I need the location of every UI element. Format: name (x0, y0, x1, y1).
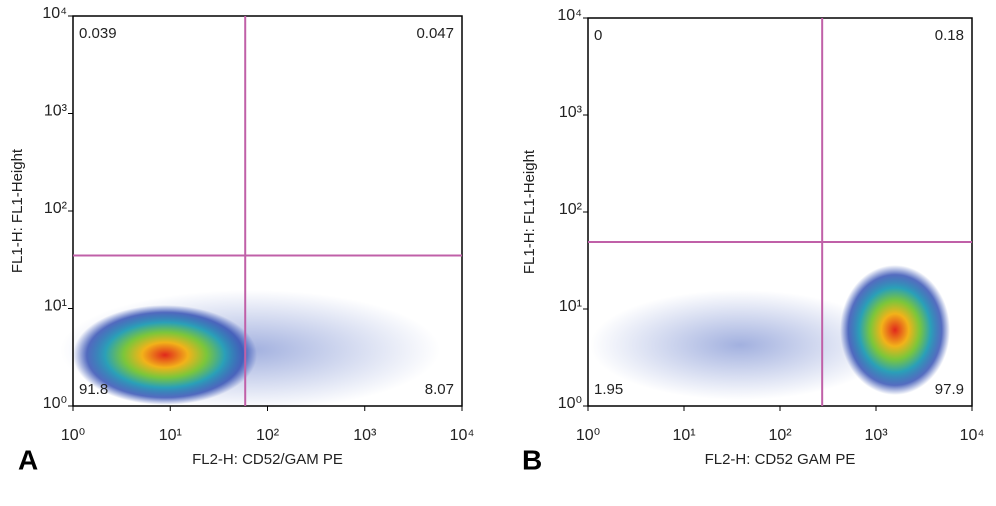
quadrant-percent: 91.8 (79, 381, 108, 398)
y-tick-label: 10² (559, 201, 583, 218)
quadrant-percent: 1.95 (594, 381, 623, 398)
y-tick-label: 10⁰ (558, 395, 582, 412)
event-density (60, 265, 950, 410)
y-tick-label: 10² (44, 200, 68, 217)
y-tick-label: 10⁴ (42, 5, 67, 22)
quadrant-percent: 0.18 (935, 27, 964, 44)
x-tick-label: 10¹ (159, 427, 182, 444)
x-tick-label: 10³ (353, 427, 377, 444)
quadrant-percent: 8.07 (425, 381, 454, 398)
x-tick-label: 10² (256, 427, 280, 444)
y-axis-label: FL1-H: FL1-Height (521, 149, 538, 274)
y-tick-label: 10³ (44, 103, 68, 120)
quadrant-percent: 0.047 (416, 25, 454, 42)
y-tick-label: 10³ (559, 104, 583, 121)
x-axis-label: FL2-H: CD52 GAM PE (705, 451, 856, 468)
x-tick-label: 10⁴ (960, 427, 985, 444)
y-tick-label: 10¹ (559, 298, 582, 315)
quadrant-percent: 97.9 (935, 381, 964, 398)
x-tick-label: 10³ (864, 427, 888, 444)
x-tick-label: 10⁴ (450, 427, 475, 444)
panel-letter: A (18, 444, 38, 475)
x-tick-label: 10² (768, 427, 792, 444)
x-axis-label: FL2-H: CD52/GAM PE (192, 451, 343, 468)
x-tick-label: 10⁰ (61, 427, 85, 444)
x-tick-label: 10¹ (672, 427, 695, 444)
y-tick-label: 10¹ (44, 298, 67, 315)
quadrant-percent: 0.039 (79, 25, 117, 42)
panel-letter: B (522, 444, 542, 475)
y-tick-label: 10⁴ (557, 7, 582, 24)
quadrant-percent: 0 (594, 27, 602, 44)
x-tick-label: 10⁰ (576, 427, 600, 444)
y-tick-label: 10⁰ (43, 395, 67, 412)
y-axis-label: FL1-H: FL1-Height (9, 148, 26, 273)
